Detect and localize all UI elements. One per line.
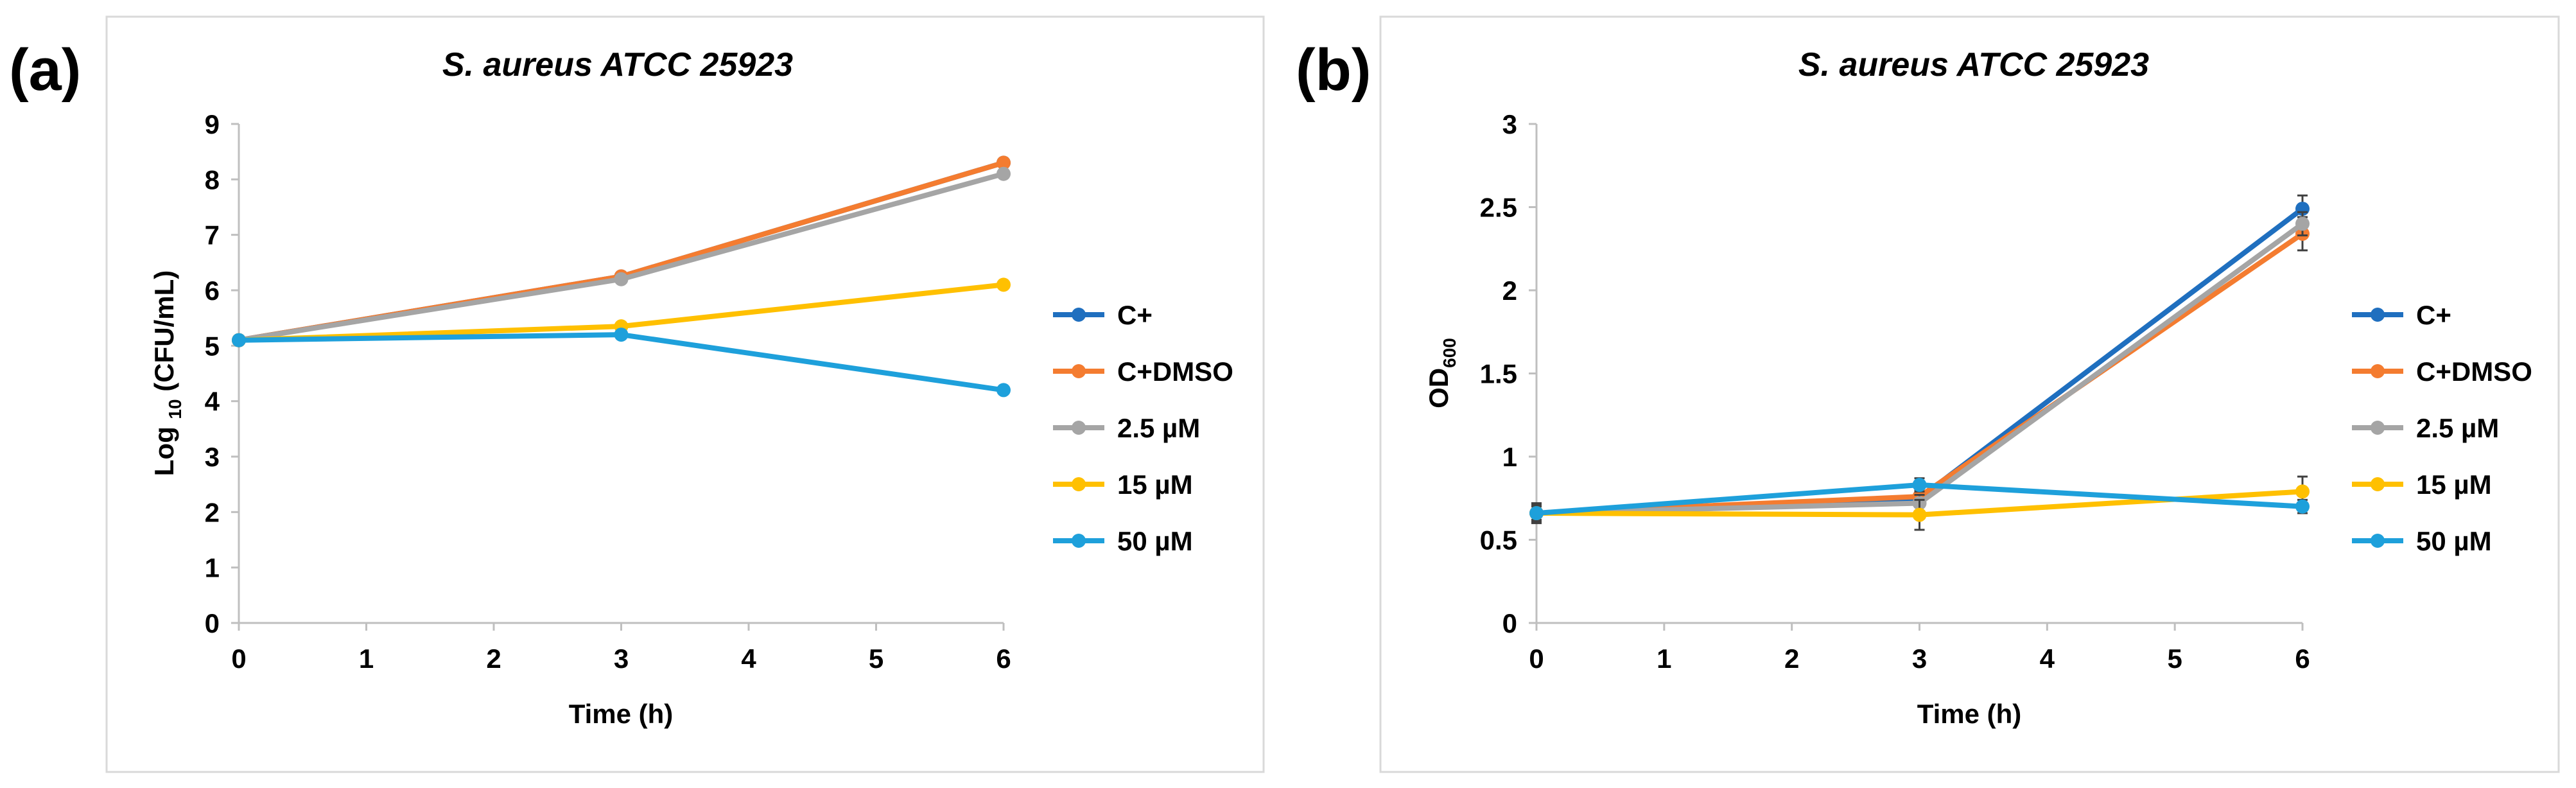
chart-a-plot-area: 0 1 2 3 4 5 6 0 1 2 3 4 5 6 7 8 9 (205, 109, 1011, 674)
chart-a-y-axis-title: Log 10 (CFU/mL) (149, 270, 185, 476)
chart-a-x-tick-label: 4 (741, 644, 756, 674)
legend-label-b-4: 50 µM (2416, 526, 2492, 556)
chart-a-x-tick-label: 3 (614, 644, 629, 674)
legend-marker-b-3 (2371, 477, 2385, 491)
chart-b-title: S. aureus ATCC 25923 (1798, 46, 2149, 83)
data-point-b-2-2 (2295, 216, 2310, 231)
chart-a-y-tick-label: 1 (205, 553, 220, 583)
chart-a-x-tick-label: 1 (359, 644, 374, 674)
data-point-a-2-1 (614, 272, 629, 286)
chart-a-y-title-sub: 10 (165, 399, 185, 419)
chart-b-x-tick-label: 1 (1657, 644, 1671, 674)
chart-a-x-axis-title: Time (h) (569, 699, 674, 729)
chart-b-x-axis-title: Time (h) (1917, 699, 2022, 729)
chart-a-y-tick-label: 8 (205, 164, 220, 195)
panel-b-label: (b) (1296, 37, 1371, 103)
legend-marker-b-0 (2371, 308, 2385, 322)
chart-a-y-tick-label: 5 (205, 331, 220, 361)
chart-a-y-tick-label: 3 (205, 442, 220, 472)
chart-b-y-tick-label: 1 (1502, 442, 1517, 472)
data-point-b-4-0 (1529, 506, 1544, 521)
panel-a-label: (a) (9, 37, 81, 103)
legend-label-a-1: C+DMSO (1117, 356, 1233, 387)
legend-label-a-0: C+ (1117, 300, 1153, 330)
chart-b-y-tick-label: 3 (1502, 109, 1517, 139)
chart-b-y-title-sub: 600 (1440, 338, 1459, 368)
legend-label-b-0: C+ (2416, 300, 2451, 330)
legend-marker-a-1 (1072, 364, 1086, 378)
chart-b-plot-area: 0 1 2 3 4 5 6 0 0.5 1 1.5 2 2.5 3 (1480, 109, 2310, 674)
legend-label-a-3: 15 µM (1117, 469, 1193, 500)
legend-marker-a-2 (1072, 421, 1086, 435)
chart-b-y-tick-label: 0.5 (1480, 525, 1517, 556)
chart-b-x-tick-label: 4 (2040, 644, 2055, 674)
chart-b-frame (1379, 15, 2560, 773)
legend-label-b-2: 2.5 µM (2416, 413, 2499, 443)
chart-b-x-tick-label: 3 (1912, 644, 1927, 674)
chart-b-y-tick-label: 2 (1502, 276, 1517, 306)
panel-b: (b) S. aureus ATCC 25923 Time (h) OD 6 00 … (1296, 15, 2560, 773)
chart-b-x-tick-label: 5 (2167, 644, 2182, 674)
panel-a: (a) S. aureus ATCC 25923 Time (h) Log 10… (9, 15, 1265, 773)
chart-a-x-tick-label: 0 (231, 644, 246, 674)
chart-a-title: S. aureus ATCC 25923 (442, 46, 793, 83)
data-point-a-4-1 (614, 328, 629, 342)
chart-b-y-title-prefix: OD (1423, 368, 1454, 408)
chart-b-y-tick-label: 2.5 (1480, 193, 1517, 223)
chart-a-y-title-prefix: Log (149, 419, 179, 477)
chart-b-x-tick-label: 0 (1529, 644, 1544, 674)
legend-marker-a-0 (1072, 308, 1086, 322)
data-point-b-3-1 (1912, 507, 1927, 522)
data-point-a-4-2 (996, 383, 1011, 398)
chart-a-y-tick-label: 2 (205, 497, 220, 527)
chart-b-x-tick-label: 2 (1784, 644, 1799, 674)
chart-a-y-tick-label: 6 (205, 276, 220, 306)
data-point-a-1-2 (996, 155, 1011, 170)
chart-a-legend: C+ C+DMSO 2.5 µM 15 µM 50 µM (1053, 300, 1233, 556)
chart-a-y-title-suffix: (CFU/mL) (149, 270, 179, 399)
legend-label-b-3: 15 µM (2416, 469, 2492, 500)
chart-a-y-tick-label: 7 (205, 220, 220, 250)
chart-b-y-tick-label: 1.5 (1480, 359, 1517, 389)
data-point-a-2-2 (996, 166, 1011, 181)
legend-marker-b-1 (2371, 364, 2385, 378)
chart-a-y-tick-label: 0 (205, 608, 220, 638)
legend-marker-b-4 (2371, 534, 2385, 548)
chart-b-y-axis-title: OD600 (1423, 338, 1459, 408)
chart-a-x-tick-label: 5 (869, 644, 883, 674)
legend-label-b-1: C+DMSO (2416, 356, 2532, 387)
data-point-a-3-2 (996, 277, 1011, 292)
chart-a-frame (105, 15, 1265, 773)
data-point-b-3-2 (2295, 484, 2310, 499)
legend-label-a-4: 50 µM (1117, 526, 1193, 556)
legend-marker-a-4 (1072, 534, 1086, 548)
data-point-b-4-1 (1912, 478, 1927, 493)
data-point-b-4-2 (2295, 499, 2310, 514)
chart-b-x-tick-label: 6 (2295, 644, 2310, 674)
chart-a-y-tick-label: 9 (205, 109, 220, 139)
chart-a-x-tick-label: 6 (996, 644, 1011, 674)
chart-a-y-tick-label: 4 (205, 387, 220, 417)
chart-b-legend: C+ C+DMSO 2.5 µM 15 µM 50 µM (2352, 300, 2532, 556)
chart-b-y-tick-label: 0 (1502, 608, 1517, 638)
legend-marker-b-2 (2371, 421, 2385, 435)
legend-marker-a-3 (1072, 477, 1086, 491)
data-point-a-4-0 (232, 333, 246, 347)
chart-a-x-tick-label: 2 (486, 644, 501, 674)
legend-label-a-2: 2.5 µM (1117, 413, 1200, 443)
